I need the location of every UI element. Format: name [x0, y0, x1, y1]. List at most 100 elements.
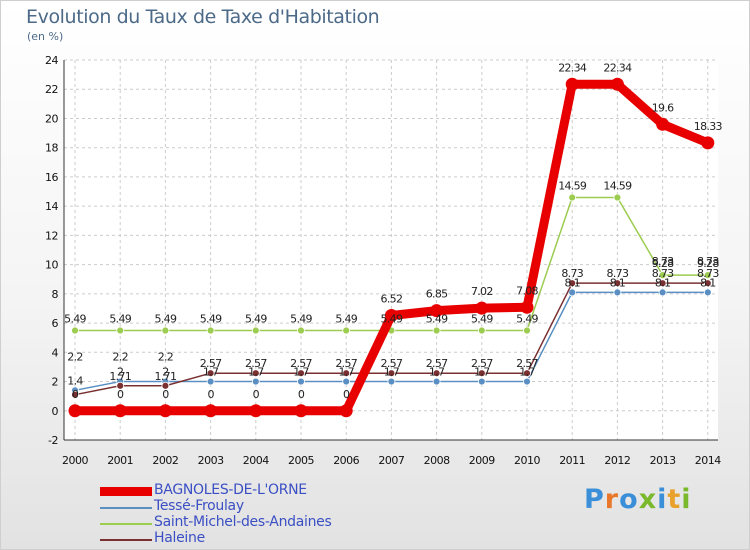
data-label: 9.28: [652, 257, 674, 270]
data-label: 2.57: [290, 357, 312, 370]
data-label: 2.57: [335, 357, 357, 370]
y-tick-label: 0: [52, 405, 59, 418]
data-label: 8.73: [652, 255, 674, 268]
x-tick-label: 2002: [152, 454, 178, 467]
series-point: [342, 326, 351, 335]
series-point: [342, 377, 351, 386]
series-point: [206, 326, 215, 335]
x-tick-label: 2003: [198, 454, 224, 467]
data-label: 1.7: [293, 366, 309, 379]
legend-label-saint-michel: Saint-Michel-des-Andaines: [154, 514, 332, 530]
data-label: 2: [162, 366, 168, 379]
data-label: 5.49: [200, 313, 222, 326]
series-point: [249, 404, 263, 418]
data-label: 0: [72, 388, 79, 401]
x-tick-label: 2011: [559, 454, 585, 467]
chart-subtitle: (en %): [27, 30, 64, 43]
series-point: [432, 326, 441, 335]
data-label: 0: [117, 388, 124, 401]
series-point: [294, 404, 308, 418]
data-label: 1.4: [67, 374, 83, 387]
series-point: [477, 326, 486, 335]
data-label: 0: [298, 388, 305, 401]
data-label: 1.7: [338, 366, 354, 379]
series-point: [430, 304, 444, 318]
data-label: 2.57: [516, 357, 538, 370]
legend-label-haleine: Haleine: [154, 530, 205, 546]
data-label: 5.49: [290, 313, 312, 326]
series-point: [387, 369, 396, 378]
series-point: [206, 377, 215, 386]
y-tick-label: 4: [52, 346, 59, 359]
legend-swatch-saint-michel: [100, 523, 152, 525]
logo-letter: P: [584, 484, 605, 515]
data-label: 8.73: [697, 267, 719, 280]
legend-label-bagnoles: BAGNOLES-DE-L'ORNE: [154, 482, 307, 498]
series-point: [158, 404, 172, 418]
data-label: 14.59: [558, 180, 587, 193]
series-point: [613, 193, 622, 202]
y-tick-label: 8: [52, 288, 59, 301]
y-tick-label: 6: [52, 317, 59, 330]
y-tick-label: 16: [45, 171, 58, 184]
x-tick-label: 2007: [378, 454, 404, 467]
legend-label-tesse: Tessé-Froulay: [154, 498, 244, 514]
series-point: [610, 77, 624, 91]
series-point: [520, 300, 534, 314]
data-label: 1.7: [519, 366, 535, 379]
data-label: 1.71: [109, 370, 131, 383]
logo-letter: o: [619, 484, 639, 515]
data-label: 5.49: [335, 313, 357, 326]
y-tick-label: 12: [45, 229, 58, 242]
series-point: [206, 369, 215, 378]
series-point: [658, 279, 667, 288]
x-tick-label: 2009: [469, 454, 495, 467]
x-tick-label: 2004: [243, 454, 269, 467]
x-tick-label: 2000: [62, 454, 88, 467]
series-point: [251, 369, 260, 378]
series-point: [703, 288, 712, 297]
data-label: 8.73: [561, 267, 583, 280]
series-point: [568, 279, 577, 288]
x-tick-label: 2013: [650, 454, 676, 467]
x-tick-label: 2006: [333, 454, 359, 467]
data-label: 2.57: [200, 357, 222, 370]
series-point: [523, 377, 531, 386]
logo-letter: x: [638, 484, 658, 515]
data-label: 5.49: [426, 313, 448, 326]
y-tick-label: 10: [45, 259, 58, 272]
data-label: 22.34: [603, 61, 632, 74]
y-tick-label: 2: [52, 376, 59, 389]
y-tick-label: -2: [48, 434, 58, 447]
series-point: [71, 326, 79, 335]
data-label: 5.49: [109, 313, 131, 326]
logo-letter: i: [681, 484, 692, 515]
data-label: 0: [162, 388, 169, 401]
data-label: 2.57: [381, 357, 403, 370]
series-point: [71, 390, 79, 399]
data-label: 5.49: [471, 313, 493, 326]
data-label: 5.49: [381, 313, 403, 326]
logo-letter: r: [604, 484, 620, 515]
series-point: [387, 377, 396, 386]
series-point: [161, 381, 170, 390]
series-point: [523, 326, 531, 335]
data-label: 0: [343, 388, 350, 401]
x-tick-label: 2012: [604, 454, 630, 467]
logo-letter: t: [667, 484, 682, 515]
series-point: [568, 288, 577, 297]
series-point: [339, 404, 353, 418]
data-label: 1.7: [384, 366, 400, 379]
data-label: 5.49: [245, 313, 267, 326]
series-point: [342, 369, 351, 378]
series-point: [204, 404, 218, 418]
data-label: 14.59: [603, 180, 632, 193]
series-point: [477, 369, 486, 378]
series-point: [251, 326, 260, 335]
series-point: [703, 279, 712, 288]
data-label: 1.7: [248, 366, 264, 379]
x-tick-label: 2001: [107, 454, 133, 467]
data-label: 2.2: [112, 351, 127, 364]
data-label: 6.52: [381, 292, 403, 305]
data-label: 0: [253, 388, 260, 401]
